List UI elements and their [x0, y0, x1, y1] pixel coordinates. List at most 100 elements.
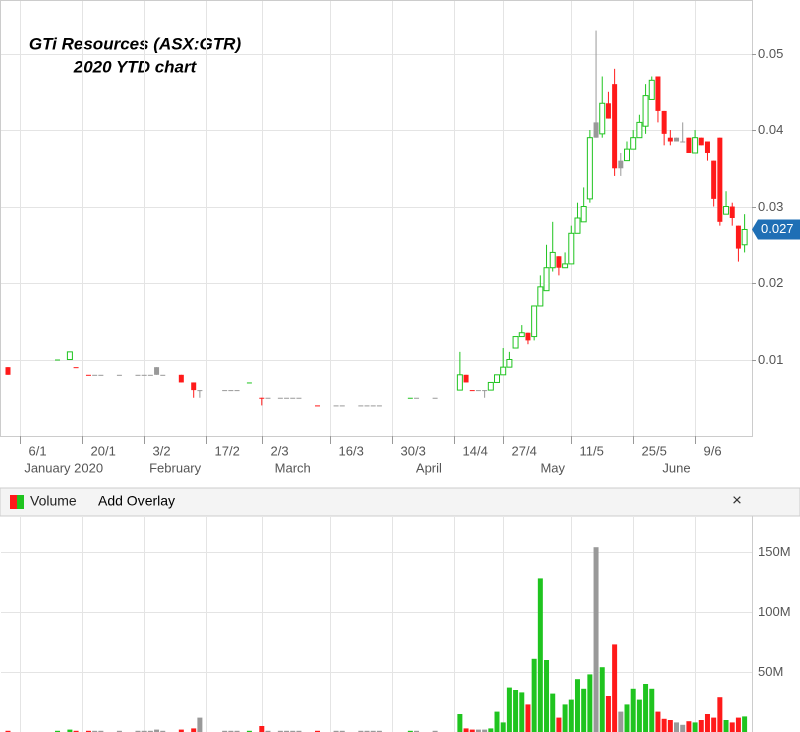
candle-body: [456, 374, 463, 391]
volume-bar: [259, 726, 265, 732]
volume-header: [0, 487, 800, 517]
candle-body: [500, 366, 507, 376]
volume-bar: [296, 730, 302, 732]
x-tick-label: 16/3: [339, 443, 364, 458]
volume-bar: [73, 730, 79, 732]
candle-body: [729, 206, 735, 218]
candle-body: [358, 405, 364, 407]
x-tick-label: 14/4: [463, 443, 488, 458]
candle-body: [475, 390, 481, 392]
candle-body: [549, 251, 556, 269]
volume-bar: [333, 730, 339, 732]
volume-bar: [618, 711, 624, 732]
candle-body: [376, 405, 382, 407]
candle-body: [147, 374, 153, 376]
volume-bar: [364, 730, 370, 732]
y-tick-label: 100M: [758, 604, 791, 619]
month-label: April: [416, 460, 442, 475]
candle-body: [741, 228, 748, 246]
volume-bar: [494, 711, 500, 732]
volume-bar: [674, 722, 680, 732]
volume-bar: [500, 722, 506, 732]
candle-body: [605, 103, 611, 119]
price-pane: [0, 0, 753, 437]
month-label: February: [149, 460, 202, 475]
add-overlay-button[interactable]: Add Overlay: [98, 493, 175, 509]
volume-bar: [723, 720, 729, 732]
candle-body: [141, 374, 147, 376]
month-label: May: [540, 460, 565, 475]
candle-body: [531, 305, 538, 338]
candle-body: [630, 137, 637, 150]
y-tick-label: 0.02: [758, 275, 783, 290]
x-tick-label: 27/4: [512, 443, 537, 458]
volume-icon: [10, 495, 17, 509]
y-tick-label: 0.03: [758, 199, 783, 214]
volume-bar: [605, 696, 611, 732]
candle-body: [624, 148, 630, 162]
candle-body: [494, 374, 501, 383]
candle-body: [568, 232, 575, 265]
volume-bar: [339, 730, 345, 732]
candle-body: [333, 405, 339, 407]
candle-body: [593, 122, 599, 138]
volume-bar: [599, 667, 605, 732]
candle-body: [655, 76, 661, 111]
volume-bar: [686, 721, 692, 732]
volume-bar: [506, 687, 512, 732]
volume-bar: [463, 728, 469, 732]
candle-body: [556, 256, 562, 268]
volume-bar: [234, 730, 240, 732]
volume-bar: [624, 704, 630, 732]
candle-body: [674, 137, 680, 142]
candle-body: [191, 382, 197, 391]
volume-bar: [680, 724, 686, 732]
candle-body: [85, 374, 91, 376]
volume-bar: [531, 658, 537, 732]
volume-bar: [85, 730, 91, 732]
volume-bar: [643, 684, 649, 732]
candle-body: [704, 141, 710, 153]
volume-bar: [667, 720, 673, 732]
volume-bar: [135, 730, 141, 732]
volume-bar: [568, 699, 574, 732]
candle-body: [370, 405, 376, 407]
candle-body: [686, 137, 692, 153]
volume-bar: [265, 730, 271, 732]
volume-bar: [147, 730, 153, 732]
y-tick-label: 0.05: [758, 46, 783, 61]
candle-body: [698, 137, 704, 146]
volume-bar: [735, 717, 741, 732]
close-button[interactable]: ×: [732, 490, 742, 509]
volume-bar: [692, 722, 698, 732]
volume-bar: [222, 730, 228, 732]
volume-bar: [376, 730, 382, 732]
x-tick-label: 25/5: [642, 443, 667, 458]
candle-body: [432, 397, 438, 399]
volume-bar: [612, 644, 618, 732]
candle-body: [599, 102, 606, 135]
candle-body: [116, 374, 122, 376]
volume-bar: [457, 714, 463, 732]
volume-bar: [315, 730, 320, 732]
x-tick-label: 30/3: [401, 443, 426, 458]
candle-body: [55, 359, 61, 361]
candle-body: [612, 84, 618, 169]
candle-body: [135, 374, 141, 376]
volume-bar: [704, 714, 710, 732]
candle-body: [154, 367, 160, 375]
volume-bar: [544, 660, 550, 732]
candle-body: [487, 381, 494, 391]
volume-bar: [290, 730, 296, 732]
candle-body: [98, 374, 104, 376]
candle-body: [680, 141, 686, 143]
candle-body: [586, 137, 593, 200]
price-tag-label: 0.027: [761, 221, 794, 236]
candle-body: [482, 390, 488, 392]
x-tick-label: 6/1: [29, 443, 47, 458]
candle-body: [277, 397, 283, 399]
volume-bar: [717, 697, 723, 732]
month-label: January 2020: [24, 460, 103, 475]
candle-body: [284, 397, 290, 399]
